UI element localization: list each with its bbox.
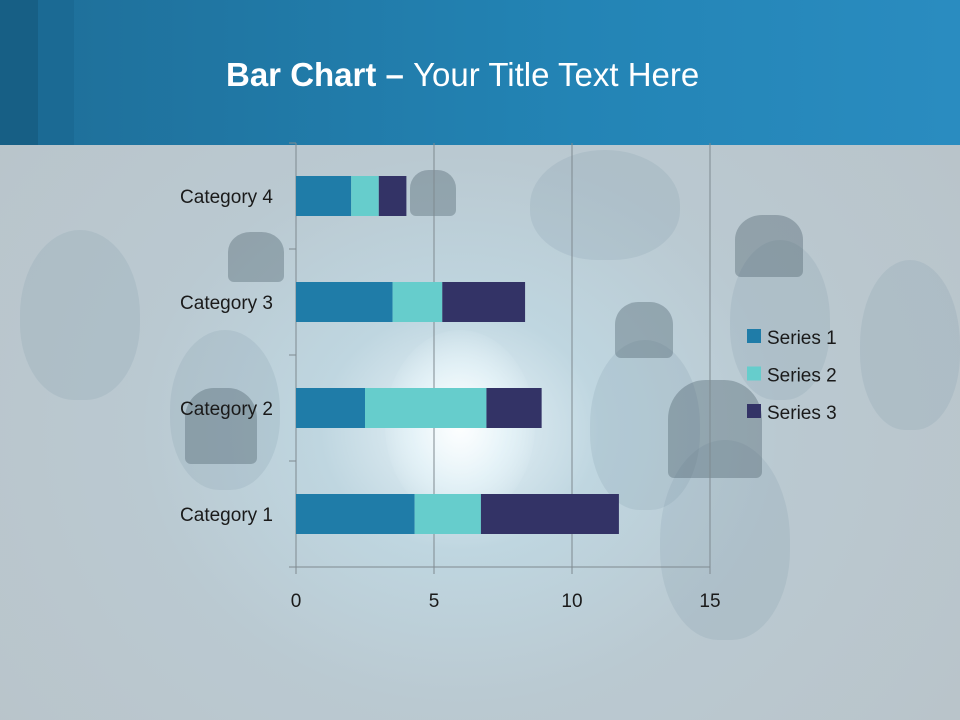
- category-label: Category 2: [180, 399, 273, 420]
- x-tick-label: 10: [561, 591, 582, 612]
- bar-segment: [365, 388, 487, 428]
- bulb-decoration: [170, 330, 280, 490]
- bulb-cap-decoration: [615, 302, 673, 358]
- x-tick-label: 15: [699, 591, 720, 612]
- title-bar-accent: [38, 0, 74, 145]
- legend-swatch: [747, 404, 761, 418]
- bulb-decoration: [590, 340, 700, 510]
- bulb-cap-decoration: [410, 170, 456, 216]
- title-bar-accent: [0, 0, 38, 145]
- bar-segment: [414, 494, 481, 534]
- legend-swatch: [747, 366, 761, 381]
- title-bar: Bar Chart – Your Title Text Here: [0, 0, 960, 145]
- x-tick-label: 0: [291, 591, 302, 612]
- bulb-decoration: [20, 230, 140, 400]
- legend-swatch: [747, 329, 761, 343]
- bar-segment: [480, 494, 619, 534]
- bar-segment: [392, 282, 443, 322]
- category-label: Category 3: [180, 293, 273, 314]
- title-light: Your Title Text Here: [413, 56, 700, 93]
- legend-label: Series 1: [767, 328, 837, 349]
- bulb-decoration: [530, 150, 680, 260]
- bar-segment: [296, 388, 365, 428]
- legend-label: Series 3: [767, 403, 837, 424]
- slide-title: Bar Chart – Your Title Text Here: [226, 56, 699, 94]
- x-tick-label: 5: [429, 591, 440, 612]
- bulb-decoration: [660, 440, 790, 640]
- category-label: Category 1: [180, 505, 273, 526]
- bulb-cap-decoration: [668, 380, 762, 478]
- title-bold: Bar Chart: [226, 56, 377, 93]
- bulb-decoration: [730, 240, 830, 400]
- bar-segment: [378, 176, 407, 216]
- bulb-decoration: [860, 260, 960, 430]
- bar-segment: [296, 494, 415, 534]
- bar-segment: [296, 282, 393, 322]
- category-label: Category 4: [180, 187, 273, 208]
- legend-label: Series 2: [767, 366, 837, 387]
- bulb-cap-decoration: [735, 215, 803, 277]
- bulb-cap-decoration: [228, 232, 284, 282]
- bar-segment: [442, 282, 526, 322]
- bar-segment: [296, 176, 352, 216]
- bar-segment: [351, 176, 379, 216]
- title-dash: –: [376, 56, 414, 93]
- bulb-cap-decoration: [185, 388, 257, 464]
- bar-segment: [486, 388, 542, 428]
